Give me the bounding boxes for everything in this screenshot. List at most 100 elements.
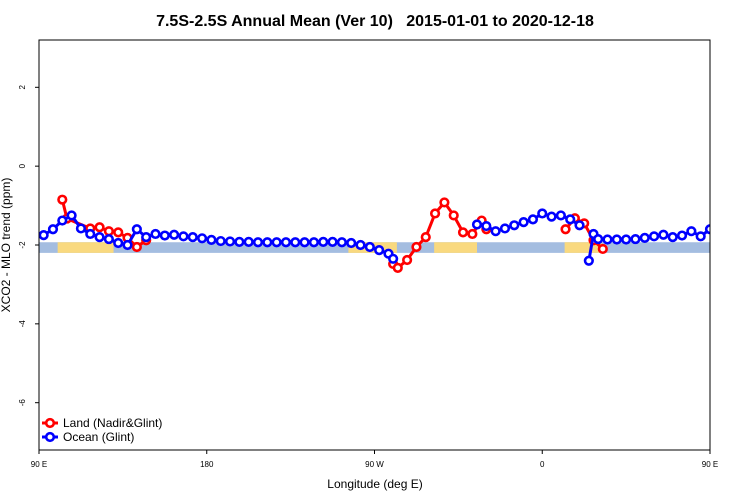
ocean-point	[611, 234, 622, 245]
land-point	[57, 194, 68, 205]
ocean-point	[280, 237, 292, 248]
ocean-point	[716, 216, 724, 224]
ocean-point	[355, 239, 366, 251]
ocean-point	[471, 219, 483, 230]
ocean-point	[150, 228, 161, 240]
x-tick-label: 180	[200, 460, 214, 469]
ocean-point	[648, 231, 660, 242]
land-point	[597, 243, 608, 255]
ocean-point	[686, 226, 697, 237]
ocean-point	[527, 214, 539, 225]
ocean-point	[555, 210, 566, 221]
land-point	[402, 254, 413, 266]
ocean-point	[159, 230, 170, 241]
ocean-point	[481, 220, 492, 232]
y-tick-label: -6	[18, 399, 27, 407]
land-point	[131, 241, 142, 253]
land-point	[392, 262, 403, 273]
land-band	[57, 242, 114, 253]
x-axis-label: Longitude (deg E)	[327, 477, 422, 491]
ocean-point	[509, 220, 520, 231]
ocean-point	[695, 231, 706, 242]
ocean-point	[734, 225, 742, 233]
ocean-point	[327, 236, 338, 247]
ocean-point	[66, 210, 77, 221]
land-point	[734, 215, 742, 223]
ocean-point	[630, 233, 641, 245]
y-tick-label: 2	[18, 85, 27, 90]
land-point	[560, 224, 571, 235]
ocean-point	[131, 224, 142, 235]
ocean-point	[318, 236, 329, 247]
ocean-point	[565, 214, 576, 225]
ocean-point	[75, 223, 87, 234]
ocean-point	[187, 232, 198, 243]
ocean-point	[490, 226, 501, 237]
ocean-point	[196, 233, 208, 244]
land-series-line	[733, 200, 750, 247]
x-tick-label: 0	[540, 460, 545, 469]
ocean-point	[262, 237, 273, 248]
ocean-point	[47, 224, 59, 235]
ocean-point	[546, 211, 557, 222]
ocean-point	[639, 232, 650, 244]
legend-label: Land (Nadir&Glint)	[63, 416, 162, 430]
y-tick-label: 0	[18, 163, 27, 168]
legend-marker	[44, 431, 56, 443]
ocean-point	[57, 215, 68, 226]
ocean-point	[725, 212, 733, 220]
ocean-point	[85, 228, 96, 240]
ocean-point	[215, 235, 226, 247]
y-axis-label: XCO2 - MLO trend (ppm)	[0, 178, 13, 313]
ocean-point	[169, 229, 180, 240]
land-point	[457, 227, 469, 238]
legend: Land (Nadir&Glint)Ocean (Glint)	[42, 416, 162, 444]
land-point	[467, 228, 478, 240]
ocean-point	[537, 208, 548, 219]
ocean-point	[252, 237, 264, 248]
ocean-point	[224, 236, 236, 247]
legend-marker	[44, 417, 56, 429]
land-point	[429, 208, 441, 219]
ocean-point	[621, 234, 632, 245]
land-point	[411, 241, 422, 253]
land-point	[729, 196, 737, 204]
ocean-series	[39, 208, 750, 266]
ocean-point	[518, 217, 529, 228]
ocean-point	[243, 236, 254, 247]
ocean-point	[583, 255, 594, 266]
land-band	[564, 242, 602, 253]
ocean-point	[364, 241, 375, 253]
ocean-point	[234, 236, 245, 247]
y-axis-ticks: 2 0 -2 -4 -6	[18, 85, 39, 407]
ocean-point	[743, 230, 750, 238]
series-layer	[39, 194, 750, 273]
ocean-point	[141, 232, 152, 243]
land-point	[103, 226, 114, 237]
ocean-point	[290, 237, 301, 248]
ocean-point	[206, 234, 217, 245]
x-axis-ticks: 90 E 180 90 W 0 90 E	[31, 450, 718, 469]
ocean-point	[374, 245, 385, 256]
land-band	[434, 242, 478, 253]
ocean-point	[593, 233, 604, 245]
ocean-point	[299, 237, 310, 248]
legend-item-ocean: Ocean (Glint)	[42, 430, 134, 444]
ocean-point	[658, 229, 669, 240]
ocean-point	[574, 220, 585, 231]
ocean-point	[388, 253, 399, 264]
ocean-point	[94, 232, 105, 243]
chart-title: 7.5S-2.5S Annual Mean (Ver 10) 2015-01-0…	[156, 13, 594, 30]
ocean-point	[704, 224, 710, 235]
ocean-point	[308, 237, 320, 248]
ocean-point	[602, 234, 613, 245]
y-tick-label: -4	[18, 320, 27, 328]
ocean-point	[346, 237, 357, 249]
ocean-point	[113, 237, 124, 249]
land-point	[439, 197, 450, 208]
ocean-point	[178, 231, 189, 242]
legend-label: Ocean (Glint)	[63, 430, 134, 444]
land-point	[94, 222, 105, 233]
ocean-point	[103, 233, 114, 245]
